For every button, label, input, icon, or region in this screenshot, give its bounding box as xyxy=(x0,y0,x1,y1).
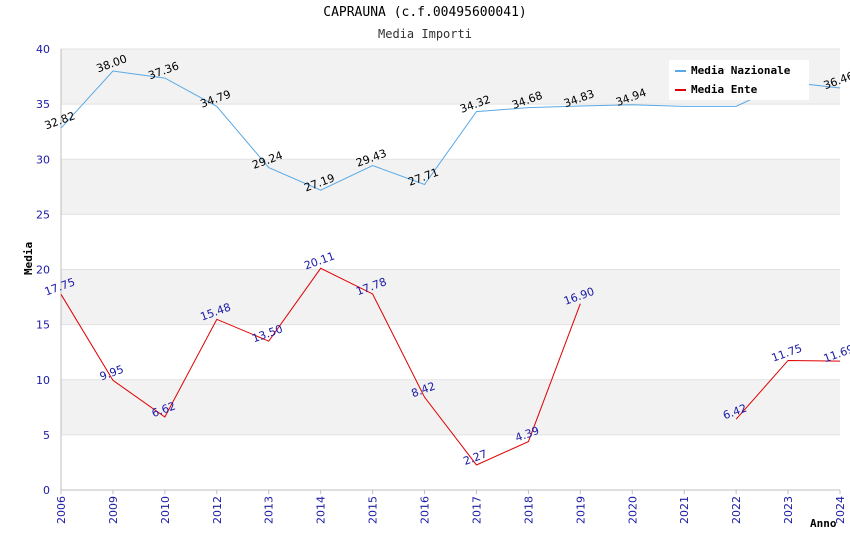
x-tick-label: 2009 xyxy=(107,496,120,524)
x-tick-label: 2022 xyxy=(730,496,743,524)
legend-item-nazionale: Media Nazionale xyxy=(675,63,790,79)
x-tick-label: 2013 xyxy=(263,496,276,524)
legend-item-ente: Media Ente xyxy=(675,82,757,98)
x-axis-label: Anno xyxy=(810,517,837,530)
chart-title: CAPRAUNA (c.f.00495600041) xyxy=(323,5,527,20)
grid-band xyxy=(61,269,840,325)
data-label: 11.69 xyxy=(822,342,850,365)
x-tick-label: 2010 xyxy=(159,496,172,524)
grid-band xyxy=(61,379,840,435)
x-tick-label: 2020 xyxy=(626,496,639,524)
series-line-1 xyxy=(60,267,581,466)
y-axis-label: Media xyxy=(22,241,35,275)
y-tick-label: 5 xyxy=(43,429,50,442)
legend-swatch-ente xyxy=(675,89,686,91)
x-tick-label: 2024 xyxy=(834,496,847,524)
x-tick-label: 2012 xyxy=(211,496,224,524)
x-tick-label: 2016 xyxy=(419,496,432,524)
x-tick-label: 2014 xyxy=(315,496,328,524)
y-tick-label: 30 xyxy=(36,153,50,166)
legend-label-nazionale: Media Nazionale xyxy=(691,64,791,77)
x-tick-label: 2017 xyxy=(470,496,483,524)
x-tick-label: 2021 xyxy=(678,496,691,524)
y-tick-label: 20 xyxy=(36,264,50,277)
x-tick-label: 2015 xyxy=(367,496,380,524)
legend: Media Nazionale Media Ente xyxy=(669,60,809,100)
y-tick-label: 0 xyxy=(43,484,50,497)
x-tick-label: 2006 xyxy=(55,496,68,524)
chart-subtitle: Media Importi xyxy=(378,27,472,41)
series-line-1 xyxy=(735,359,841,420)
y-tick-label: 40 xyxy=(36,43,50,56)
data-label: 32.82 xyxy=(43,109,77,132)
legend-label-ente: Media Ente xyxy=(691,83,758,96)
y-tick-label: 10 xyxy=(36,374,50,387)
x-tick-label: 2018 xyxy=(522,496,535,524)
y-tick-label: 25 xyxy=(36,208,50,221)
data-label: 13.50 xyxy=(251,322,285,345)
legend-swatch-nazionale xyxy=(675,70,686,72)
y-tick-label: 35 xyxy=(36,98,50,111)
x-tick-label: 2023 xyxy=(782,496,795,524)
grid-band xyxy=(61,159,840,215)
series-line-0 xyxy=(60,70,841,191)
y-tick-label: 15 xyxy=(36,319,50,332)
x-tick-label: 2019 xyxy=(574,496,587,524)
